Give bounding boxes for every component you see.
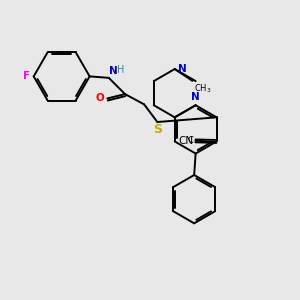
Text: S: S [153,124,162,136]
Text: F: F [23,71,30,81]
Text: CH$_3$: CH$_3$ [194,82,212,95]
Text: CN: CN [178,136,194,146]
Text: C: C [188,136,194,146]
Text: N: N [178,64,186,74]
Text: N: N [110,66,118,76]
Text: N: N [191,92,200,102]
Text: O: O [95,94,104,103]
Text: H: H [117,65,124,75]
